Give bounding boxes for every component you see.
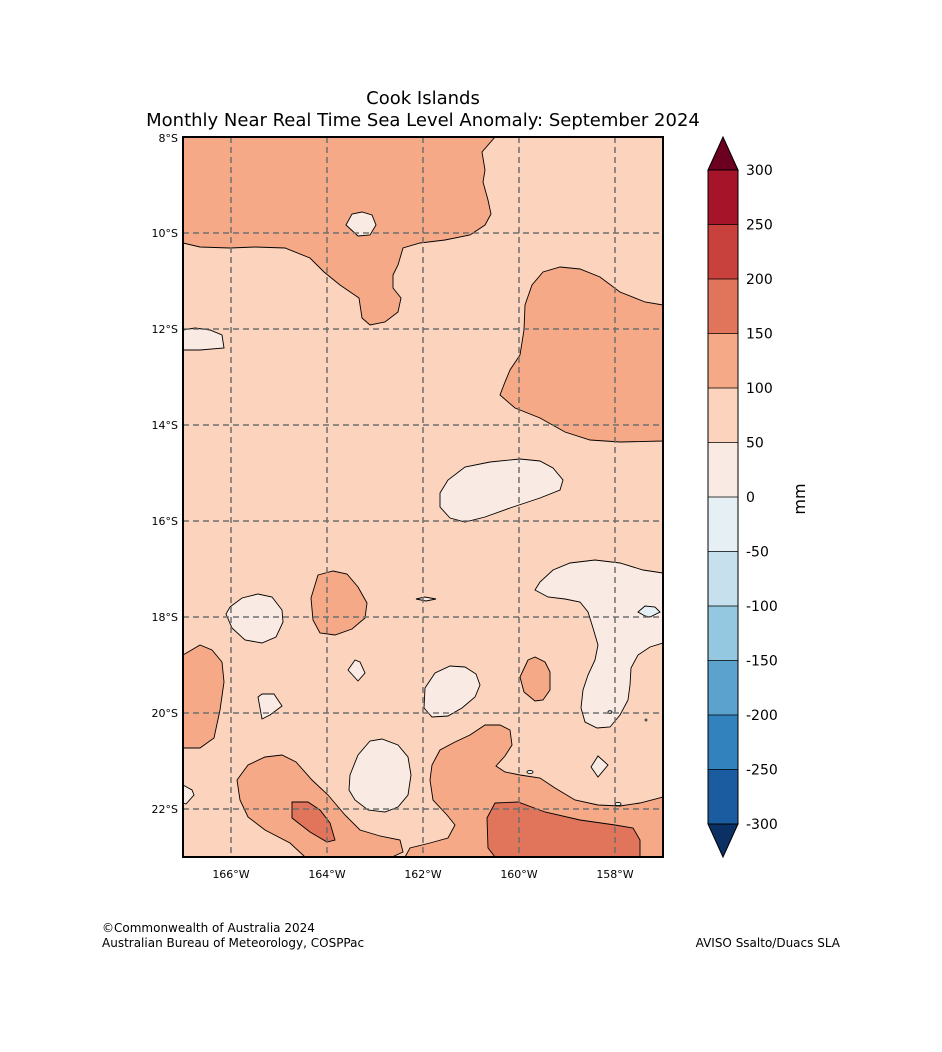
colorbar-cell: [708, 551, 738, 607]
lat-tick-label: 20°S: [152, 707, 178, 720]
lat-tick-label: 14°S: [152, 419, 178, 432]
anomaly-region-low-center: [439, 458, 564, 523]
copyright-credit: ©Commonwealth of Australia 2024 Australi…: [102, 921, 364, 951]
anomaly-region-northeast: [499, 266, 663, 443]
anomaly-region-negative-speck-1: [637, 605, 661, 618]
colorbar-tick-label: -100: [746, 599, 778, 615]
colorbar-tick-label: 250: [746, 218, 773, 234]
colorbar-tick-label: -50: [746, 545, 769, 561]
anomaly-contours: [183, 137, 663, 857]
colorbar-ticks: 300 250 200 150 100 50 0 -50 -100 -150 -200 -250 -30…: [746, 163, 778, 833]
colorbar-cells: [708, 170, 738, 825]
anomaly-region-negative-speck-2: [526, 769, 534, 775]
anomaly-region-low-south: [348, 738, 412, 813]
lon-tick-label: 164°W: [308, 868, 345, 881]
lat-tick-label: 8°S: [159, 132, 178, 145]
anomaly-region-small-east: [519, 656, 551, 702]
anomaly-region-low-speck-1: [347, 659, 366, 682]
lon-tick-label: 158°W: [596, 868, 633, 881]
colorbar-cell: [708, 606, 738, 661]
colorbar-cell: [708, 170, 738, 225]
colorbar-frame: [707, 169, 739, 825]
colorbar-cell: [708, 769, 738, 825]
lat-tick-label: 16°S: [152, 515, 178, 528]
longitude-labels: 166°W 164°W 162°W 160°W 158°W: [212, 868, 633, 881]
anomaly-region-low-east: [534, 559, 663, 729]
island-marker: [644, 718, 648, 722]
anomaly-region-high-southwest: [291, 801, 336, 843]
anomaly-region-high-south: [486, 801, 641, 857]
map-panel: 8°S 10°S 12°S 14°S 16°S 18°S 20°S 22°S 1…: [152, 132, 664, 881]
colorbar-tick-label: 0: [746, 490, 755, 506]
agency-line: Australian Bureau of Meteorology, COSPPa…: [102, 936, 365, 950]
colorbar-tick-label: 50: [746, 436, 764, 452]
lat-tick-label: 22°S: [152, 803, 178, 816]
colorbar-tick-label: 200: [746, 272, 773, 288]
lon-tick-label: 160°W: [500, 868, 537, 881]
anomaly-region-negative-speck-3: [614, 801, 622, 807]
map-frame: [182, 136, 664, 858]
anomaly-region-southwest: [236, 754, 404, 857]
anomaly-region-west: [183, 644, 225, 749]
colorbar-cell: [708, 224, 738, 280]
lat-tick-label: 12°S: [152, 323, 178, 336]
colorbar-tick-label: 150: [746, 327, 773, 343]
anomaly-region-low-speck-4: [183, 784, 195, 805]
colorbar-extend-max: [707, 135, 739, 171]
colorbar-extend-min: [707, 823, 739, 859]
colorbar-unit-label: mm: [790, 483, 809, 514]
anomaly-region-center-left: [310, 570, 368, 636]
colorbar-cell: [708, 715, 738, 770]
colorbar-tick-label: -250: [746, 763, 778, 779]
anomaly-region-low-speck-3: [590, 755, 609, 778]
anomaly-region-low-left: [225, 593, 284, 644]
colorbar-tick-label: 100: [746, 381, 773, 397]
anomaly-region-low-mid: [423, 665, 481, 718]
lon-tick-label: 162°W: [404, 868, 441, 881]
colorbar-cell: [708, 497, 738, 552]
colorbar-cell: [708, 279, 738, 334]
colorbar-cell: [708, 333, 738, 389]
colorbar-tick-label: -200: [746, 708, 778, 724]
colorbar-cell: [708, 388, 738, 443]
map-subtitle: Monthly Near Real Time Sea Level Anomaly…: [146, 110, 700, 131]
colorbar: 300 250 200 150 100 50 0 -50 -100 -150 -200 -250 -30…: [707, 135, 809, 859]
colorbar-cell: [708, 660, 738, 716]
data-source-credit: AVISO Ssalto/Duacs SLA: [695, 936, 840, 950]
colorbar-tick-label: -150: [746, 654, 778, 670]
lat-tick-label: 10°S: [152, 227, 178, 240]
colorbar-tick-label: 300: [746, 163, 773, 179]
gridlines: [183, 137, 663, 857]
lon-tick-label: 166°W: [212, 868, 249, 881]
anomaly-region-low-island-north: [345, 211, 377, 237]
anomaly-region-north: [183, 137, 496, 326]
colorbar-cell: [708, 442, 738, 498]
copyright-line: ©Commonwealth of Australia 2024: [102, 921, 315, 935]
map-title: Cook Islands: [366, 88, 480, 109]
latitude-labels: 8°S 10°S 12°S 14°S 16°S 18°S 20°S 22°S: [152, 132, 178, 816]
lat-tick-label: 18°S: [152, 611, 178, 624]
colorbar-tick-label: -300: [746, 817, 778, 833]
